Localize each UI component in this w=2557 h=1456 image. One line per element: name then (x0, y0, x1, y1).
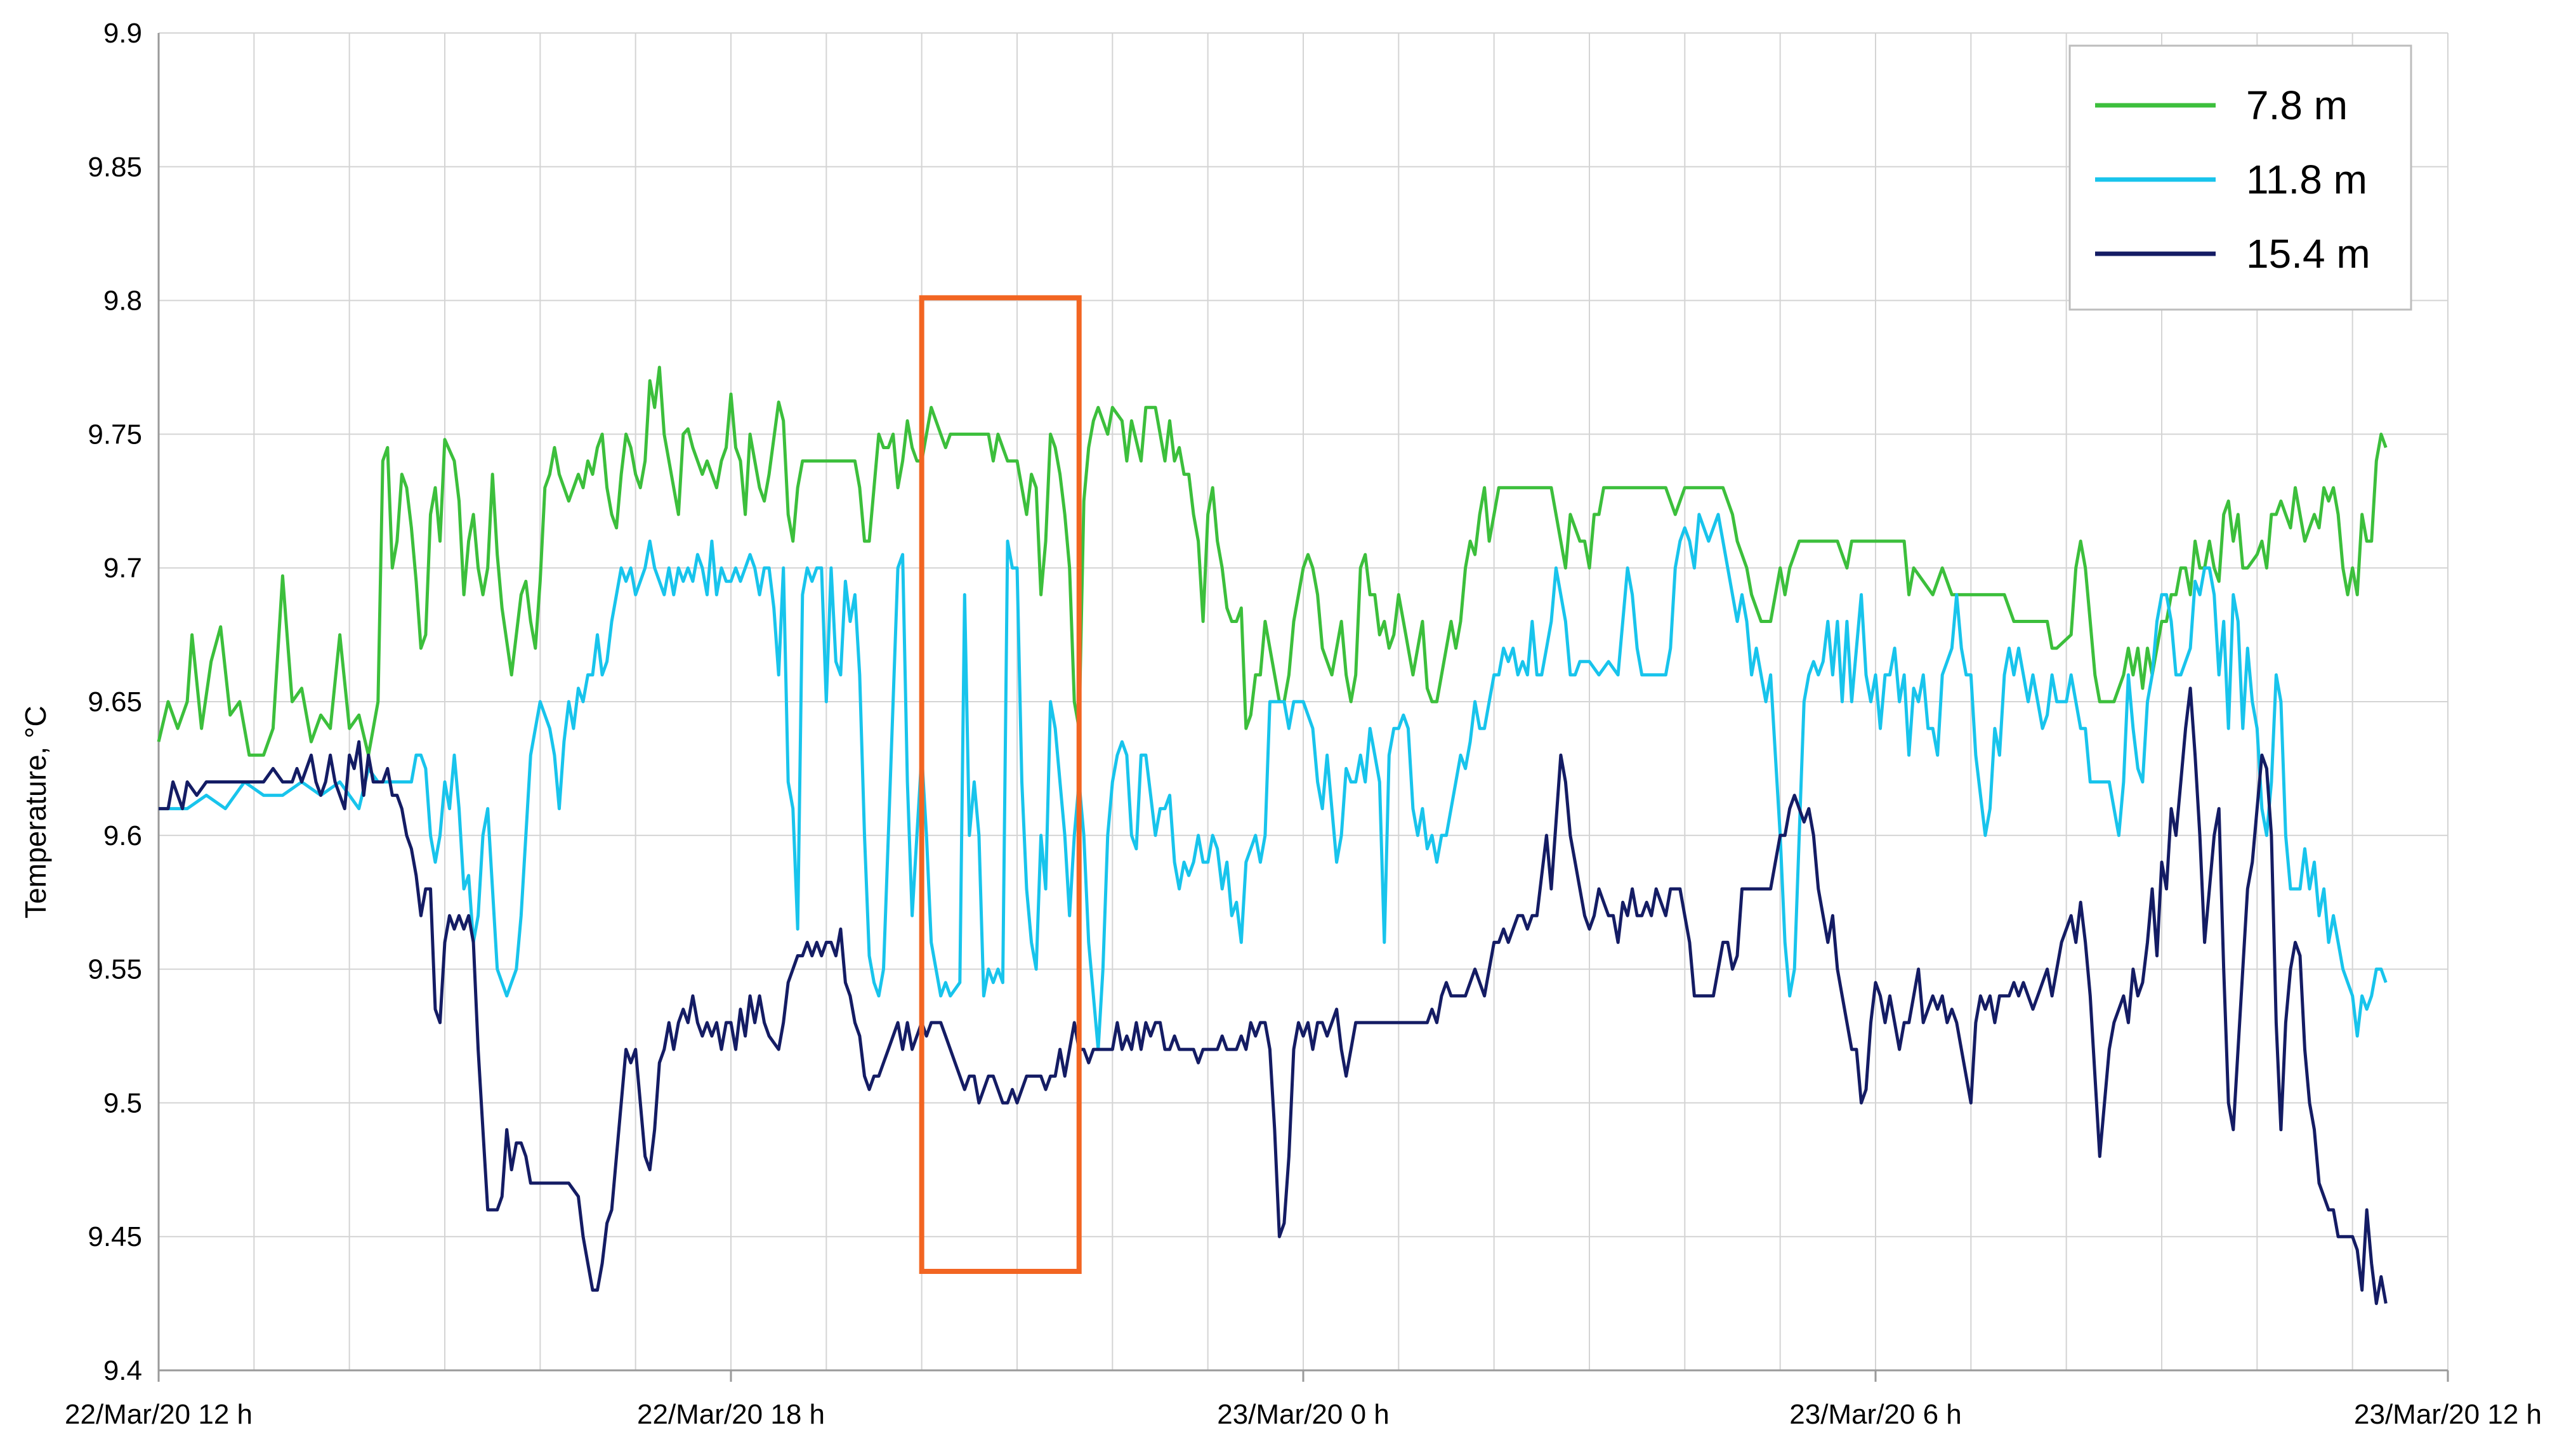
y-tick-label: 9.8 (103, 285, 142, 317)
tick-labels: 9.4 9.45 9.5 9.55 9.6 9.65 9.7 9.75 9.8 9.85 9.9 22… (65, 18, 2542, 1430)
highlight-box (919, 295, 1082, 1275)
legend-label: 7.8 m (2246, 82, 2348, 128)
y-tick-label: 9.55 (88, 954, 142, 985)
y-tick-label: 9.65 (88, 686, 142, 718)
x-tick-label: 22/Mar/20 12 h (65, 1399, 253, 1430)
y-tick-label: 9.4 (103, 1355, 142, 1386)
y-tick-label: 9.9 (103, 18, 142, 49)
legend: 7.8 m 11.8 m 15.4 m (2068, 44, 2412, 311)
series-layer (157, 365, 2388, 1306)
y-tick-label: 9.85 (88, 152, 142, 183)
x-tick-label: 23/Mar/20 6 h (1789, 1399, 1962, 1430)
y-axis-title: Temperature, °C (19, 705, 52, 918)
y-tick-label: 9.75 (88, 419, 142, 450)
y-tick-label: 9.6 (103, 820, 142, 851)
series-line-7-8-m (157, 365, 2388, 757)
x-tick-label: 23/Mar/20 12 h (2354, 1399, 2542, 1430)
highlight-box-layer (919, 295, 1082, 1275)
y-tick-label: 9.5 (103, 1087, 142, 1118)
series-line-15-4-m (159, 686, 2388, 1306)
axes (157, 33, 2449, 1382)
x-tick-label: 23/Mar/20 0 h (1217, 1399, 1390, 1430)
legend-label: 15.4 m (2246, 231, 2370, 277)
series-line-11-8-m (159, 513, 2388, 1051)
x-tick-label: 22/Mar/20 18 h (637, 1399, 825, 1430)
legend-label: 11.8 m (2246, 157, 2367, 202)
y-tick-label: 9.7 (103, 553, 142, 584)
y-tick-label: 9.45 (88, 1221, 142, 1252)
